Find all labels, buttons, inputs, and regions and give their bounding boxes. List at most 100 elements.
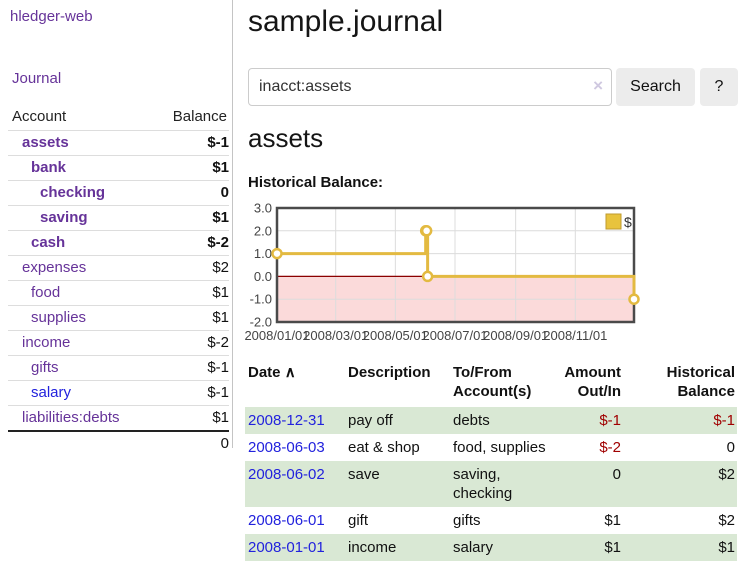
transaction-date-link[interactable]: 2008-06-03 [248, 439, 325, 456]
account-balance: 0 [154, 180, 229, 206]
account-row: salary $-1 [8, 380, 229, 406]
transaction-date-link[interactable]: 2008-12-31 [248, 412, 325, 429]
chart-data-point [628, 293, 640, 305]
account-row: saving $1 [8, 205, 229, 231]
account-link[interactable]: cash [8, 230, 155, 256]
transaction-description: eat & shop [348, 439, 420, 456]
chart-x-tick-label: 2008/05/01 [363, 328, 428, 343]
accounts-total-row: 0 [8, 430, 229, 456]
chart-y-tick-label: -1.0 [250, 292, 272, 307]
chart-x-tick-label: 2008/07/01 [422, 328, 487, 343]
chart-x-tick-label: 2008/11/01 [543, 328, 607, 343]
transaction-description: save [348, 466, 380, 483]
register-header-description: Description [348, 364, 431, 381]
register-header-date-label: Date [248, 364, 281, 381]
account-heading: assets [248, 123, 324, 153]
register-table: Date ∧ Description To/From Account(s) Am… [245, 361, 737, 561]
account-balance: $1 [154, 280, 229, 306]
account-balance: $-1 [154, 380, 229, 406]
account-balance: $1 [154, 305, 229, 331]
transaction-date-link[interactable]: 2008-06-01 [248, 512, 325, 529]
transaction-description: gift [348, 512, 369, 529]
search-box: × [248, 68, 612, 106]
historical-balance-chart: 3.0 2.0 1.0 0.0 -1.0 -2.02008/01/012008/03/01… [244, 201, 640, 343]
chart-data-point [420, 225, 433, 237]
chart-x-tick-label: 2008/09/01 [483, 328, 548, 343]
transaction-accounts: gifts [453, 512, 481, 529]
chart-plot-border [275, 206, 636, 324]
register-header-amount: Amount Out/In [564, 364, 621, 400]
page-title: sample.journal [248, 5, 444, 38]
search-input[interactable] [248, 68, 612, 106]
account-row: liabilities:debts $1 [8, 405, 229, 432]
accounts-table: Account Balance assets $-1 bank $1 checking 0… [8, 104, 229, 456]
account-link[interactable]: food [8, 280, 155, 306]
account-link[interactable]: liabilities:debts [8, 405, 155, 432]
app-title-link[interactable]: hledger-web [10, 8, 93, 25]
register-header-row: Date ∧ Description To/From Account(s) Am… [245, 361, 737, 407]
help-button[interactable]: ? [700, 68, 738, 106]
account-balance: $1 [154, 405, 229, 432]
register-header-balance: Historical Balance [666, 364, 735, 400]
transaction-balance: $-1 [713, 412, 735, 429]
account-row: supplies $1 [8, 305, 229, 331]
transaction-description: income [348, 539, 397, 556]
chart-data-point [421, 270, 434, 283]
chart-heading: Historical Balance: [248, 174, 384, 191]
transaction-amount: 0 [612, 466, 621, 483]
account-link[interactable]: gifts [8, 355, 155, 381]
transaction-balance: $2 [718, 512, 735, 529]
transaction-date-link[interactable]: 2008-06-02 [248, 466, 325, 483]
account-link[interactable]: income [8, 330, 155, 356]
sidebar: hledger-web Journal Account Balance asse… [0, 0, 233, 456]
chart-y-tick-label: 2.0 [254, 223, 272, 238]
chart-data-point [271, 247, 283, 260]
register-row: 2008-06-03 eat & shop food, supplies $-2 0 [245, 434, 737, 461]
account-row: assets $-1 [8, 130, 229, 156]
accounts-total-balance: 0 [154, 430, 229, 456]
accounts-header-account: Account [8, 104, 155, 131]
transaction-amount: $-1 [599, 412, 621, 429]
register-header-date[interactable]: Date ∧ [245, 361, 345, 407]
sidebar-item-journal[interactable]: Journal [12, 70, 62, 87]
chart-legend-label: $ [624, 214, 632, 230]
transaction-description: pay off [348, 412, 393, 429]
register-row: 2008-06-01 gift gifts $1 $2 [245, 507, 737, 534]
account-link[interactable]: saving [8, 205, 155, 231]
account-balance: $-2 [154, 230, 229, 256]
account-balance: $1 [154, 205, 229, 231]
account-row: checking 0 [8, 180, 229, 206]
account-row: cash $-2 [8, 230, 229, 256]
clear-search-icon[interactable]: × [593, 76, 603, 95]
account-link[interactable]: bank [8, 155, 155, 181]
account-balance: $-1 [154, 355, 229, 381]
chart-y-tick-label: 1.0 [254, 246, 272, 261]
transaction-accounts: food, supplies [453, 439, 546, 456]
chart-y-tick-label: 3.0 [254, 201, 272, 216]
register-row: 2008-06-02 save saving, checking 0 $2 [245, 461, 737, 507]
transaction-amount: $1 [604, 512, 621, 529]
account-row: gifts $-1 [8, 355, 229, 381]
account-row: food $1 [8, 280, 229, 306]
register-row: 2008-01-01 income salary $1 $1 [245, 534, 737, 561]
sort-asc-icon: ∧ [284, 364, 296, 381]
register-row: 2008-12-31 pay off debts $-1 $-1 [245, 407, 737, 434]
account-link[interactable]: expenses [8, 255, 155, 281]
chart-y-tick-label: 0.0 [254, 269, 272, 284]
account-row: income $-2 [8, 330, 229, 356]
account-balance: $-1 [154, 130, 229, 156]
accounts-total-spacer [8, 430, 155, 456]
account-link[interactable]: checking [8, 180, 155, 206]
transaction-date-link[interactable]: 2008-01-01 [248, 539, 325, 556]
account-balance: $1 [154, 155, 229, 181]
accounts-header-row: Account Balance [8, 104, 229, 131]
transaction-amount: $-2 [599, 439, 621, 456]
account-link[interactable]: salary [8, 380, 155, 406]
search-button[interactable]: Search [616, 68, 695, 106]
chart-x-tick-label: 2008/03/01 [303, 328, 368, 343]
account-link[interactable]: assets [8, 130, 155, 156]
account-link[interactable]: supplies [8, 305, 155, 331]
accounts-header-balance: Balance [154, 104, 229, 131]
transaction-accounts: debts [453, 412, 490, 429]
transaction-accounts: salary [453, 539, 494, 556]
